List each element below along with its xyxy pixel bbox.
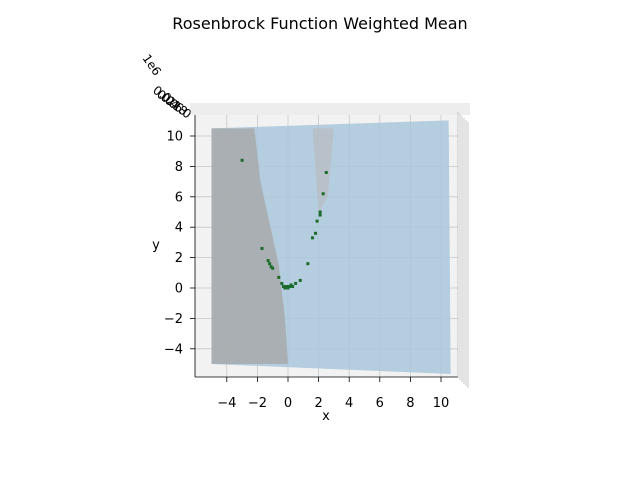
data-point-20 — [315, 219, 319, 223]
x-axis-ticks: −4 −2 0 2 4 6 8 10 — [217, 377, 449, 411]
y-tick-label-0: −4 — [164, 342, 183, 357]
y-axis-ticks: −4 −2 0 2 4 6 8 10 — [164, 130, 195, 357]
x-tick-label-7: 10 — [433, 396, 450, 411]
data-points — [240, 158, 328, 290]
pane-right-edge — [190, 103, 470, 388]
x-tick-label-2: 0 — [284, 396, 292, 411]
y-tick-label-6: 8 — [175, 160, 183, 175]
x-tick-label-4: 4 — [345, 396, 353, 411]
data-point-17 — [306, 262, 310, 266]
data-point-6 — [277, 275, 281, 279]
x-axis-label: x — [322, 409, 330, 424]
data-point-14 — [291, 284, 295, 288]
x-tick-label-6: 8 — [406, 396, 414, 411]
data-point-3 — [268, 262, 272, 266]
data-point-18 — [310, 236, 314, 240]
y-tick-label-3: 2 — [175, 251, 183, 266]
data-point-21 — [318, 213, 322, 217]
x-tick-label-0: −4 — [217, 396, 236, 411]
surface — [211, 120, 451, 375]
z-tick-label-0: 1e6 — [140, 52, 164, 79]
x-tick-label-1: −2 — [248, 396, 267, 411]
y-axis-label: y — [152, 238, 160, 253]
surface-shadow — [211, 128, 288, 364]
data-point-24 — [324, 170, 328, 174]
y-tick-label-5: 6 — [175, 190, 183, 205]
y-tick-label-2: 0 — [175, 282, 183, 297]
data-point-19 — [314, 231, 318, 235]
data-point-2 — [266, 259, 270, 263]
y-tick-label-4: 4 — [175, 221, 183, 236]
chart-title: Rosenbrock Function Weighted Mean — [172, 14, 467, 33]
data-point-4 — [269, 265, 273, 269]
data-point-0 — [240, 158, 244, 162]
data-point-22 — [318, 210, 322, 214]
data-point-23 — [321, 192, 325, 196]
surface-shadow-right — [312, 128, 334, 212]
data-point-10 — [284, 284, 288, 288]
data-point-1 — [260, 246, 264, 250]
y-tick-label-1: −2 — [164, 312, 183, 327]
data-point-15 — [294, 281, 298, 285]
data-point-13 — [289, 283, 293, 287]
data-point-12 — [288, 284, 292, 288]
data-point-7 — [280, 281, 284, 285]
x-tick-label-3: 2 — [314, 396, 322, 411]
data-point-9 — [283, 286, 287, 290]
data-point-11 — [286, 286, 290, 290]
x-tick-label-5: 6 — [376, 396, 384, 411]
data-point-16 — [298, 278, 302, 282]
data-point-8 — [281, 284, 285, 288]
data-point-5 — [271, 266, 275, 270]
y-tick-label-7: 10 — [166, 130, 183, 145]
